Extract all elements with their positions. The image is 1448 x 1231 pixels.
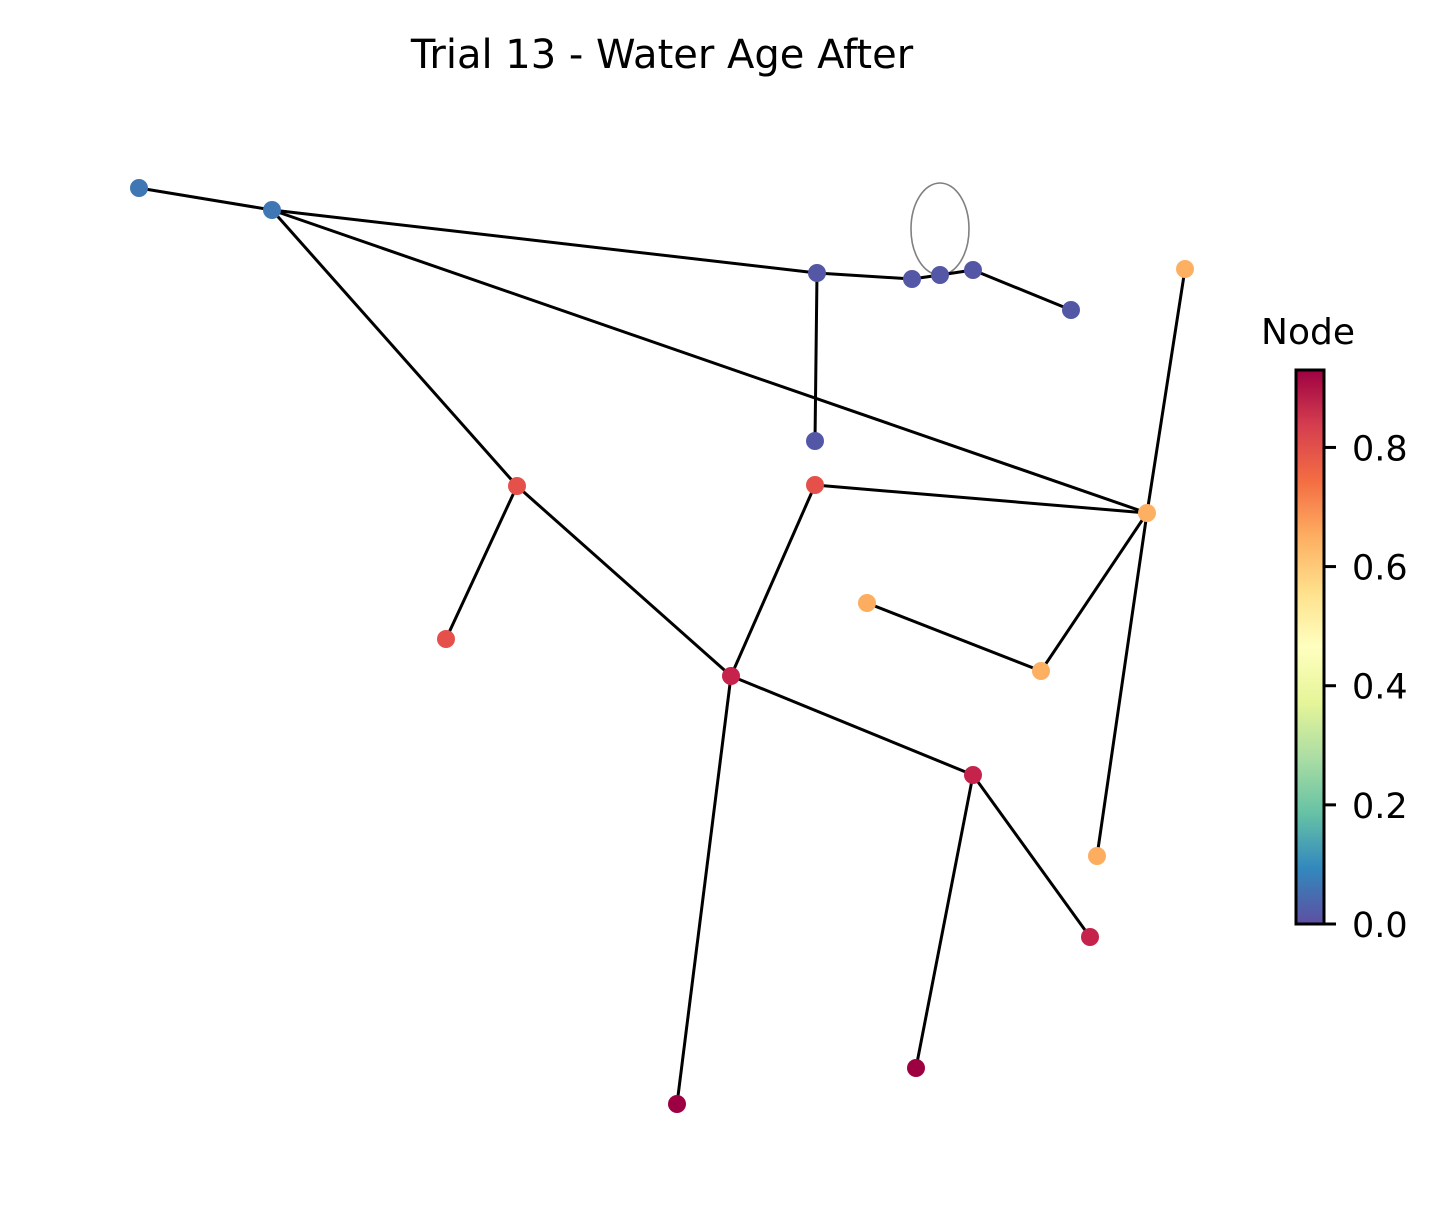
node-n9 — [1176, 260, 1194, 278]
self-loop-layer — [910, 182, 970, 276]
colorbar-tick-label: 0.0 — [1352, 906, 1408, 946]
edge-layer — [138, 186, 1187, 1105]
edge-n9-n10 — [1145, 268, 1187, 514]
edge-n12-n10 — [814, 483, 1148, 515]
edge-n17-n20 — [914, 774, 975, 1069]
node-n19 — [1081, 928, 1099, 946]
colorbar-tick-label: 0.2 — [1352, 787, 1408, 827]
node-n10 — [1138, 504, 1156, 522]
edge-n17-n19 — [971, 774, 1092, 938]
node-n14 — [858, 594, 876, 612]
colorbar-title: Node — [1261, 312, 1355, 353]
node-n18 — [1088, 847, 1106, 865]
edge-n2-n3 — [271, 208, 818, 275]
node-n20 — [907, 1059, 925, 1077]
colorbar-ticks: 0.0 0.2 0.4 0.6 0.8 — [1324, 429, 1408, 946]
node-n1 — [130, 179, 148, 197]
colorbar-gradient — [1294, 368, 1326, 926]
edge-n12-n16 — [729, 484, 817, 677]
edge-n11-n13 — [444, 485, 519, 640]
node-n11 — [508, 477, 526, 495]
edge-n2-n11 — [270, 209, 519, 487]
node-n17 — [964, 766, 982, 784]
node-n6 — [964, 261, 982, 279]
node-n8 — [806, 432, 824, 450]
edge-n16-n17 — [730, 674, 974, 777]
node-n13 — [437, 630, 455, 648]
node-n21 — [668, 1095, 686, 1113]
colorbar-tick-label: 0.4 — [1352, 668, 1408, 708]
node-layer — [130, 179, 1194, 1113]
edge-n3-n4 — [816, 271, 913, 281]
node-n5 — [931, 266, 949, 284]
edge-n15-n14 — [866, 601, 1042, 673]
colorbar-tick-label: 0.8 — [1352, 429, 1408, 469]
node-n15 — [1032, 662, 1050, 680]
edge-n16-n21 — [675, 675, 733, 1105]
chart-title: Trial 13 - Water Age After — [410, 32, 914, 78]
colorbar-tick-label: 0.6 — [1352, 549, 1408, 589]
edge-n10-n18 — [1095, 512, 1149, 857]
node-n16 — [722, 667, 740, 685]
edge-n11-n16 — [516, 484, 732, 678]
node-n3 — [808, 264, 826, 282]
edge-n3-n8 — [813, 272, 819, 442]
edge-n2-n10 — [271, 208, 1148, 515]
node-n12 — [806, 476, 824, 494]
self-loop-n5 — [910, 182, 970, 276]
node-n4 — [903, 270, 921, 288]
colorbar: Node 0.0 0.2 0.4 0.6 0.8 — [1261, 312, 1408, 946]
edge-n10-n15 — [1039, 512, 1149, 672]
edge-n6-n7 — [972, 268, 1072, 312]
node-n2 — [263, 201, 281, 219]
edge-n1-n2 — [138, 186, 273, 212]
node-n7 — [1062, 301, 1080, 319]
